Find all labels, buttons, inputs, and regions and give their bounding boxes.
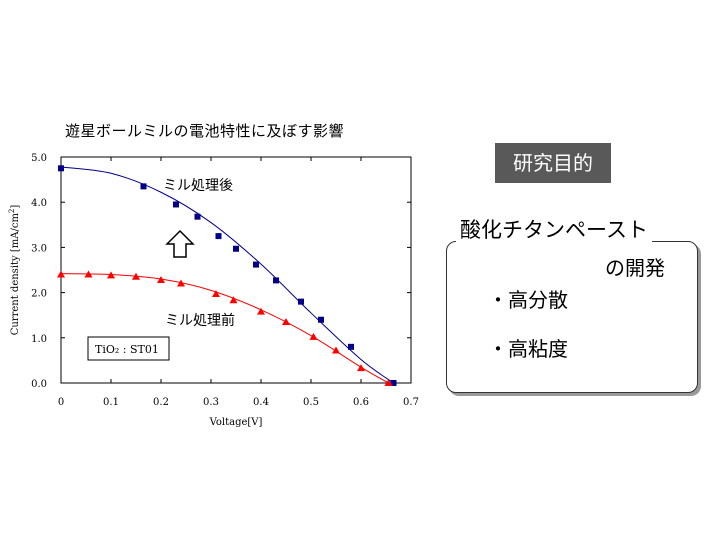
data-point-triangle	[384, 379, 393, 386]
annotation-text: TiO₂ : ST01	[95, 343, 159, 356]
x-tick-label: 0.5	[303, 397, 319, 408]
y-tick-label: 1.0	[31, 334, 47, 345]
series-line-0	[60, 166, 394, 384]
paste-title: 酸化チタンペースト	[456, 216, 652, 244]
series-label-after: ミル処理後	[163, 178, 233, 194]
data-point-triangle	[212, 289, 220, 297]
paste-subtitle: の開発	[605, 256, 665, 280]
data-point-triangle	[107, 271, 115, 279]
y-tick-label: 2.0	[31, 289, 47, 300]
data-point-square	[58, 165, 64, 172]
data-point-triangle	[282, 317, 290, 325]
x-tick-label: 0.3	[203, 397, 219, 408]
data-point-triangle	[332, 346, 340, 354]
x-tick-label: 0.7	[403, 397, 419, 408]
up-arrow-icon	[165, 229, 195, 258]
data-point-triangle	[177, 279, 185, 287]
data-point-triangle	[132, 272, 140, 280]
data-point-triangle	[257, 307, 265, 315]
y-tick-label: 5.0	[31, 153, 47, 164]
x-tick-label: 0.1	[103, 397, 119, 408]
x-tick-label: 0.4	[253, 397, 269, 408]
data-point-square	[194, 213, 201, 220]
data-point-triangle	[84, 270, 93, 278]
x-tick-label: 0	[58, 397, 64, 408]
bullet-item-viscosity: ・高粘度	[488, 337, 568, 361]
data-point-triangle	[229, 296, 238, 304]
x-tick-label: 0.6	[353, 397, 369, 408]
bullet-item-dispersion: ・高分散	[488, 288, 568, 312]
data-point-square	[173, 201, 179, 208]
x-tick-label: 0.2	[153, 397, 169, 408]
data-point-square	[390, 380, 397, 386]
plot-frame	[60, 156, 412, 384]
data-point-square	[233, 245, 239, 252]
objective-badge: 研究目的	[495, 143, 611, 183]
data-point-square	[215, 233, 222, 240]
y-axis-label: Current density [mA/cm2]	[8, 205, 21, 336]
data-point-triangle	[309, 332, 318, 340]
data-point-square	[318, 316, 324, 323]
data-point-square	[140, 183, 147, 190]
data-point-triangle	[357, 364, 365, 372]
data-point-square	[298, 298, 304, 305]
annotation-box	[87, 336, 170, 361]
data-point-square	[273, 277, 279, 284]
series-label-before: ミル処理前	[165, 312, 235, 329]
chart-title: 遊星ボールミルの電池特性に及ぼす影響	[65, 122, 345, 140]
data-point-square	[253, 261, 259, 268]
x-axis-label: Voltage[V]	[209, 417, 263, 428]
y-tick-label: 0.0	[31, 379, 47, 390]
data-point-triangle	[157, 275, 165, 283]
data-point-triangle	[57, 270, 65, 278]
y-tick-label: 4.0	[31, 198, 47, 209]
data-point-square	[348, 343, 354, 350]
y-tick-label: 3.0	[31, 243, 47, 254]
series-line-1	[60, 273, 389, 384]
